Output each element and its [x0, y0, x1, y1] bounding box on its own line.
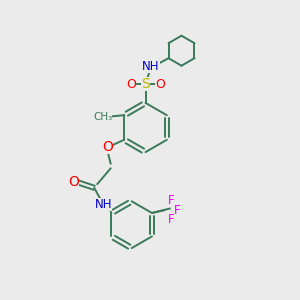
Text: F: F [168, 212, 175, 226]
Text: S: S [141, 77, 150, 91]
Text: O: O [155, 78, 165, 91]
Text: F: F [173, 203, 180, 217]
Text: O: O [126, 78, 136, 91]
Text: F: F [168, 194, 175, 207]
Text: NH: NH [142, 60, 160, 73]
Text: O: O [68, 175, 79, 189]
Text: CH₃: CH₃ [93, 112, 112, 122]
Text: O: O [102, 140, 113, 154]
Text: NH: NH [94, 198, 112, 211]
